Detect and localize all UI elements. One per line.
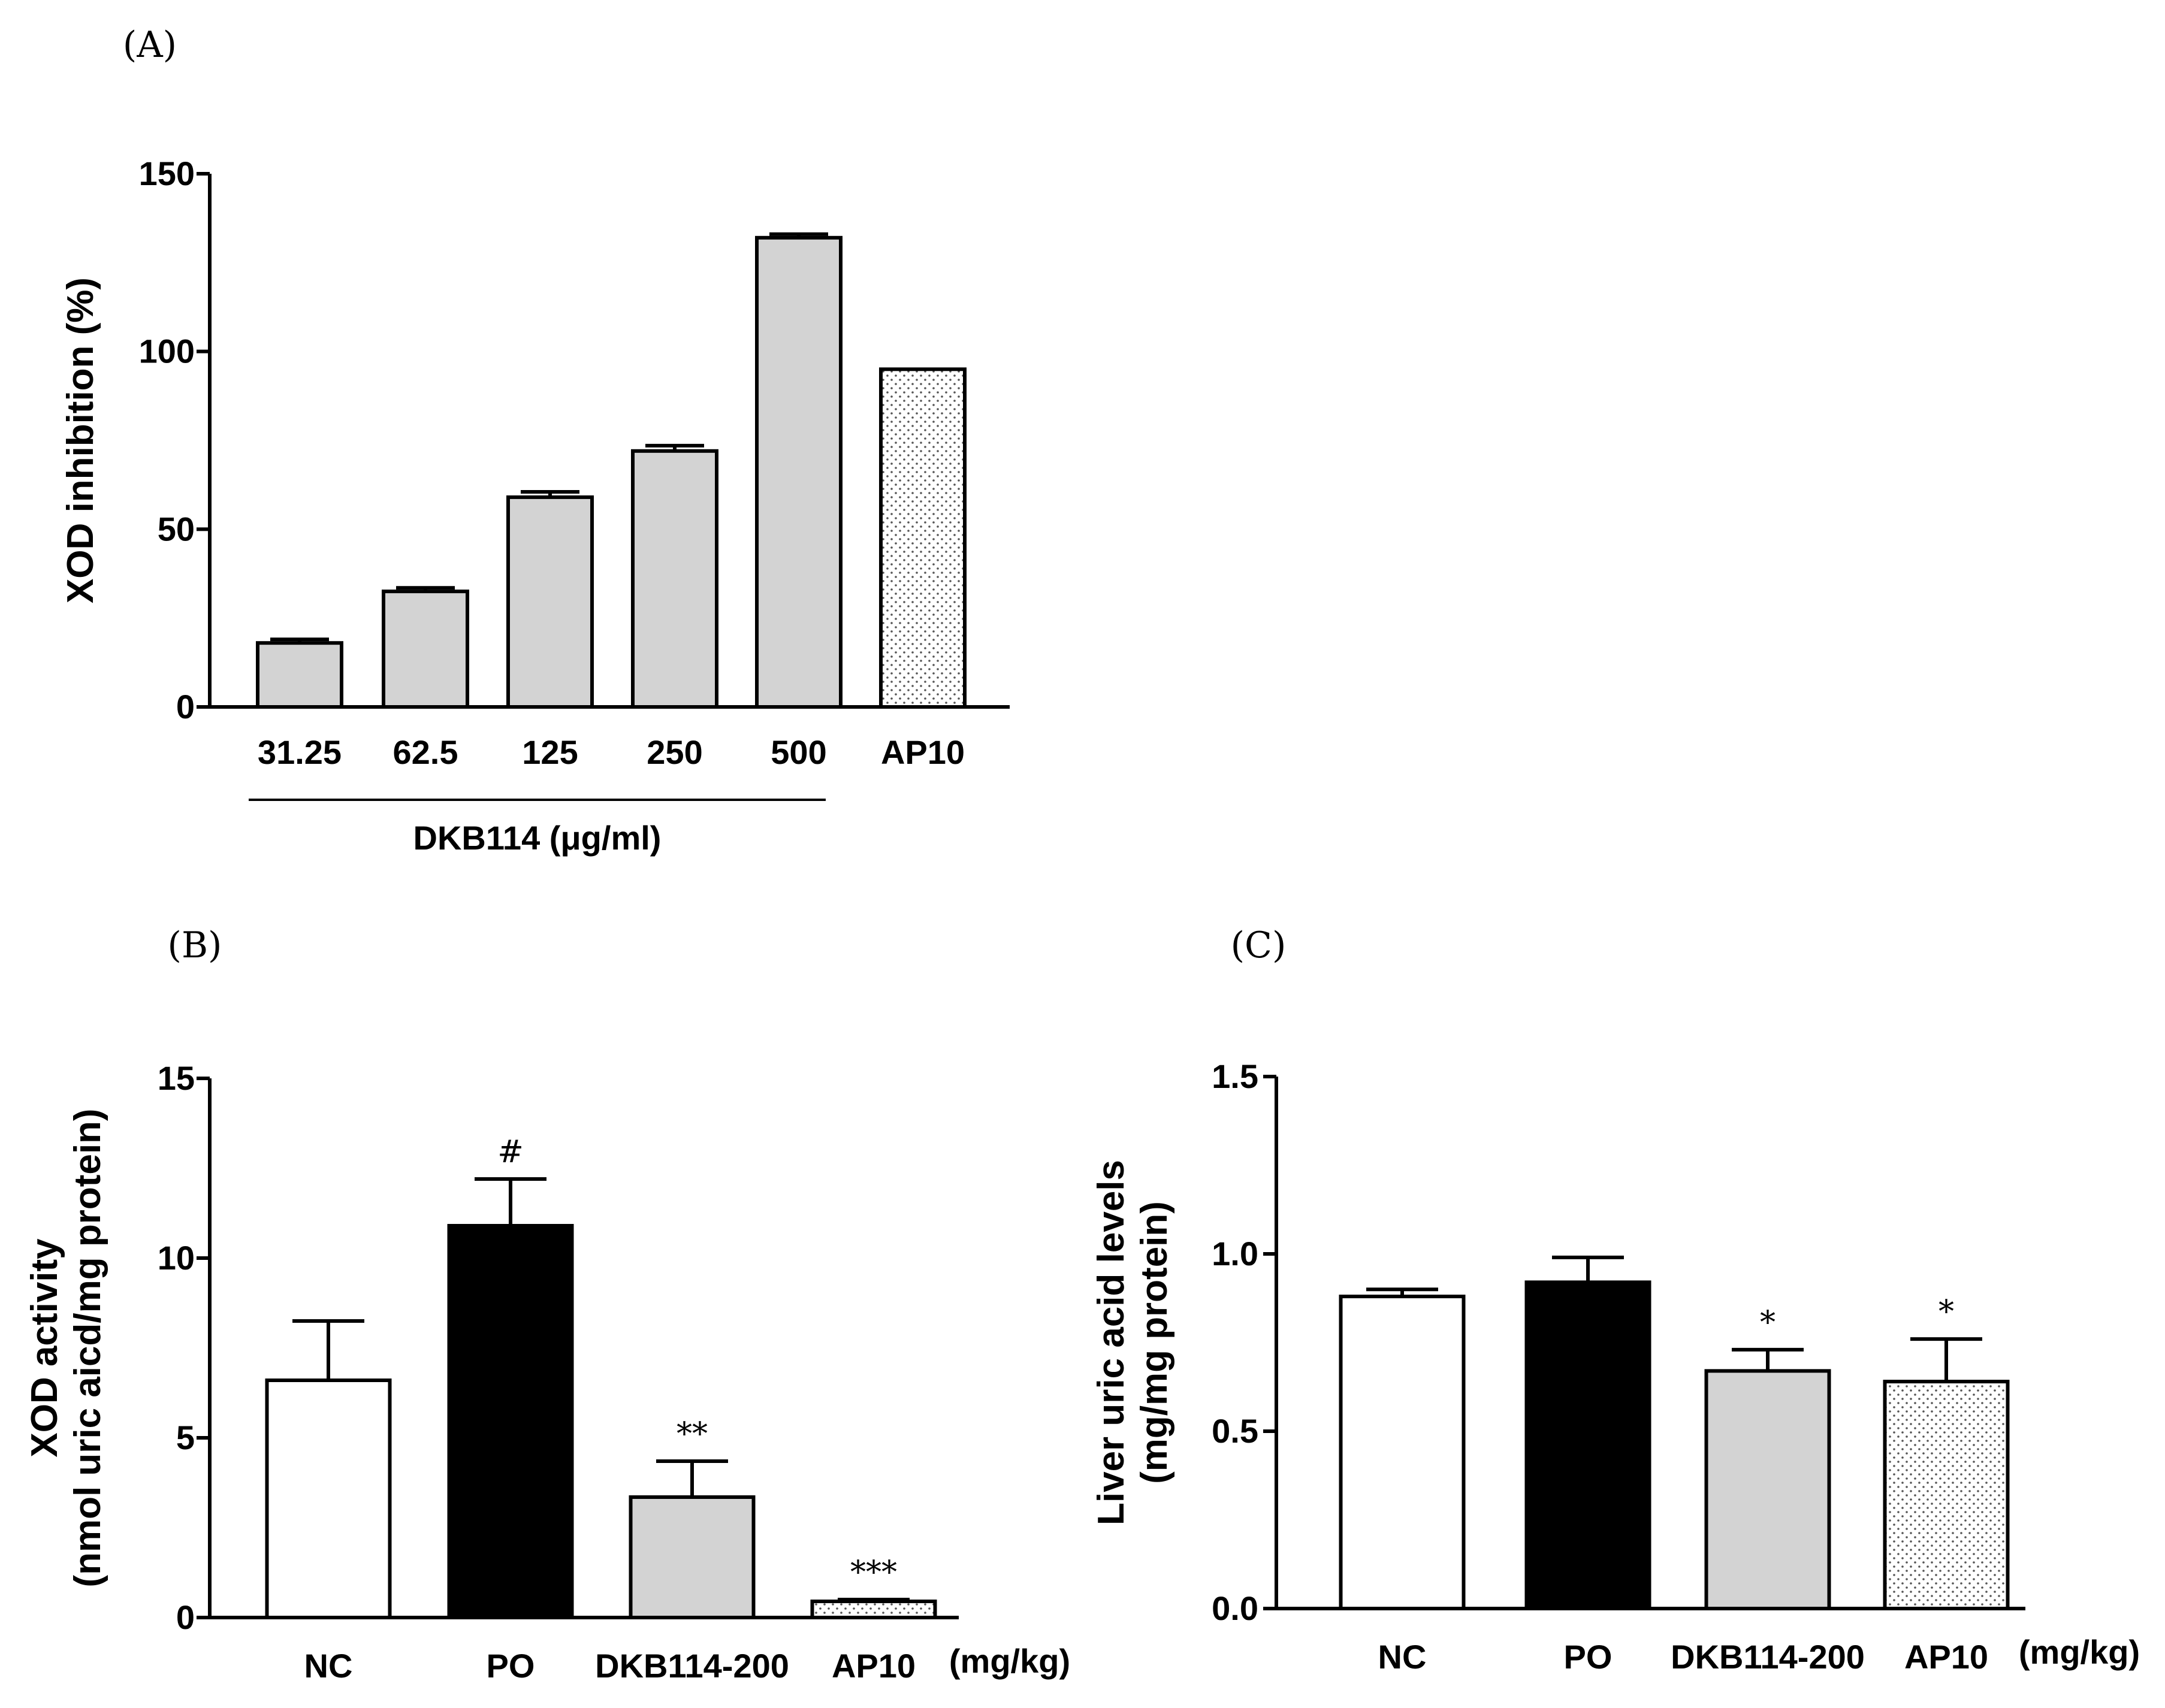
x-tick-label: AP10 <box>881 733 965 771</box>
bar <box>879 367 967 709</box>
x-tick-label: AP10 <box>1904 1638 1988 1676</box>
significance-label: # <box>497 1134 524 1170</box>
y-axis-label-line: (mg/mg protein) <box>1134 1201 1175 1484</box>
y-axis-label: XOD activity(nmol uric aicd/mg protein) <box>24 1108 108 1587</box>
bar <box>1704 1369 1831 1611</box>
y-axis-label-line: XOD inhibition (%) <box>60 277 101 603</box>
x-tick-label: PO <box>487 1647 535 1685</box>
x-tick-label: PO <box>1564 1638 1613 1676</box>
y-axis-label: XOD inhibition (%) <box>60 277 101 603</box>
x-tick-label: 250 <box>647 733 702 771</box>
significance-label: ** <box>677 1416 708 1452</box>
significance-label: *** <box>850 1555 897 1591</box>
x-tick-label: DKB114-200 <box>1671 1638 1865 1676</box>
unit-label: (mg/kg) <box>949 1642 1070 1680</box>
y-tick-label: 100 <box>139 332 195 370</box>
bar <box>265 1379 392 1619</box>
x-tick-label: AP10 <box>832 1647 916 1685</box>
bar <box>1339 1295 1466 1611</box>
panel-b-chart: (B) 0 5 10 15 XOD activity(nmol uric aicd/mg … <box>24 924 1070 1685</box>
bar <box>755 235 843 709</box>
x-tick-label: 500 <box>771 733 826 771</box>
bar <box>810 1600 937 1619</box>
bar <box>256 641 343 709</box>
bar <box>506 495 594 709</box>
x-tick-label: NC <box>304 1647 353 1685</box>
x-tick-label: 125 <box>522 733 578 771</box>
panel-label: (A) <box>123 24 177 66</box>
panel-a-chart: (A) 0 50 100 150 XOD inhibition (%) 31.25 62.5 1… <box>60 24 1010 857</box>
y-tick-label: 1.5 <box>1212 1057 1258 1095</box>
y-tick-label: 15 <box>158 1059 195 1097</box>
significance-label: * <box>1760 1305 1776 1341</box>
y-tick-label: 0.5 <box>1212 1412 1258 1450</box>
y-tick-label: 10 <box>158 1239 195 1277</box>
panel-label: (B) <box>168 924 222 966</box>
y-axis-label-line: Liver uric acid levels <box>1091 1160 1132 1525</box>
x-tick-label: 62.5 <box>393 733 458 771</box>
y-axis-label-line: XOD activity <box>24 1238 65 1458</box>
bar <box>629 1495 756 1619</box>
bar <box>382 590 469 709</box>
x-tick-label: 31.25 <box>258 733 342 771</box>
bar <box>1524 1280 1651 1611</box>
x-tick-label: NC <box>1378 1638 1427 1676</box>
bar <box>447 1224 574 1619</box>
panel-label: (C) <box>1231 924 1287 966</box>
y-tick-label: 0 <box>176 1598 195 1636</box>
bar <box>1883 1380 2010 1611</box>
y-tick-label: 50 <box>158 510 195 548</box>
significance-label: * <box>1938 1294 1954 1330</box>
y-axis-label-line: (nmol uric aicd/mg protein) <box>67 1108 108 1587</box>
x-axis-label: DKB114 (μg/ml) <box>413 819 662 857</box>
y-tick-label: 0.0 <box>1212 1589 1258 1627</box>
bar <box>631 449 718 709</box>
y-tick-label: 150 <box>139 155 195 192</box>
y-tick-label: 5 <box>176 1419 195 1456</box>
x-tick-label: DKB114-200 <box>595 1647 789 1685</box>
y-tick-label: 0 <box>176 688 195 725</box>
y-tick-label: 1.0 <box>1212 1235 1258 1272</box>
y-axis-label: Liver uric acid levels(mg/mg protein) <box>1091 1160 1175 1525</box>
unit-label: (mg/kg) <box>2019 1633 2140 1671</box>
